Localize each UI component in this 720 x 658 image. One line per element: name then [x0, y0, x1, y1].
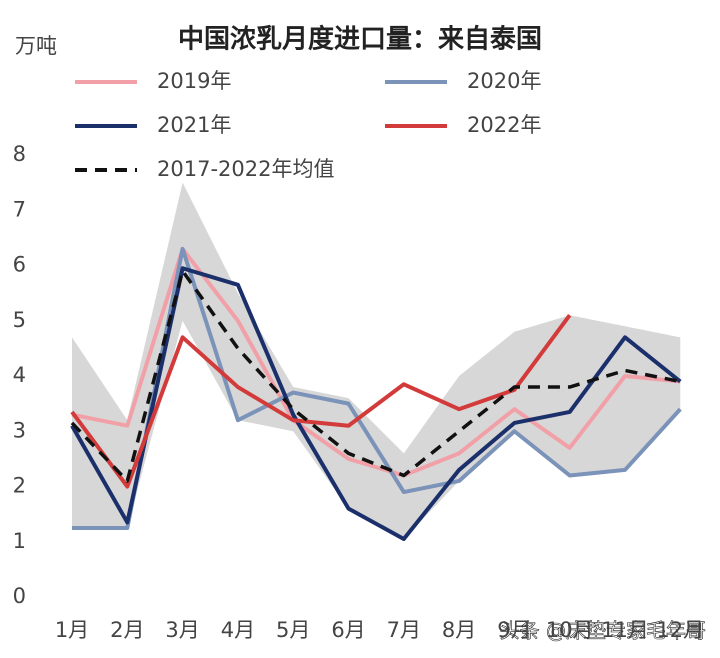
- x-tick-label: 9月: [497, 618, 531, 642]
- x-tick-label: 11月: [601, 618, 649, 642]
- x-tick-label: 10月: [546, 618, 594, 642]
- legend-label: 2022年: [467, 113, 541, 137]
- y-tick-label: 4: [13, 363, 26, 387]
- series-line: [70, 314, 572, 489]
- series-line: [70, 266, 682, 541]
- y-tick-label: 6: [13, 253, 26, 277]
- y-tick-label: 7: [13, 197, 26, 221]
- x-tick-label: 12月: [656, 618, 704, 642]
- y-tick-label: 5: [13, 308, 26, 332]
- x-tick-label: 5月: [276, 618, 310, 642]
- y-tick-label: 8: [13, 142, 26, 166]
- y-axis-label: 万吨: [15, 34, 57, 58]
- x-tick-label: 8月: [442, 618, 476, 642]
- y-tick-label: 2: [13, 474, 26, 498]
- x-tick-label: 2月: [110, 618, 144, 642]
- y-tick-label: 1: [13, 529, 26, 553]
- series-line: [71, 246, 681, 478]
- x-tick-label: 7月: [387, 618, 421, 642]
- x-tick-label: 6月: [331, 618, 365, 642]
- legend-label: 2019年: [157, 69, 231, 93]
- x-tick-label: 4月: [221, 618, 255, 642]
- legend-label: 2020年: [467, 69, 541, 93]
- legend-label: 2017-2022年均值: [157, 157, 334, 181]
- x-tick-label: 1月: [55, 618, 89, 642]
- range-band: [72, 182, 681, 539]
- series-line: [72, 246, 682, 530]
- x-tick-label: 3月: [165, 618, 199, 642]
- watermark: 头条 @床垫专家毛年哥: [500, 619, 706, 643]
- y-tick-label: 3: [13, 418, 26, 442]
- y-tick-label: 0: [13, 584, 26, 608]
- series-line: [70, 269, 681, 483]
- legend-label: 2021年: [157, 113, 231, 137]
- chart-title: 中国浓乳月度进口量：来自泰国: [178, 24, 542, 55]
